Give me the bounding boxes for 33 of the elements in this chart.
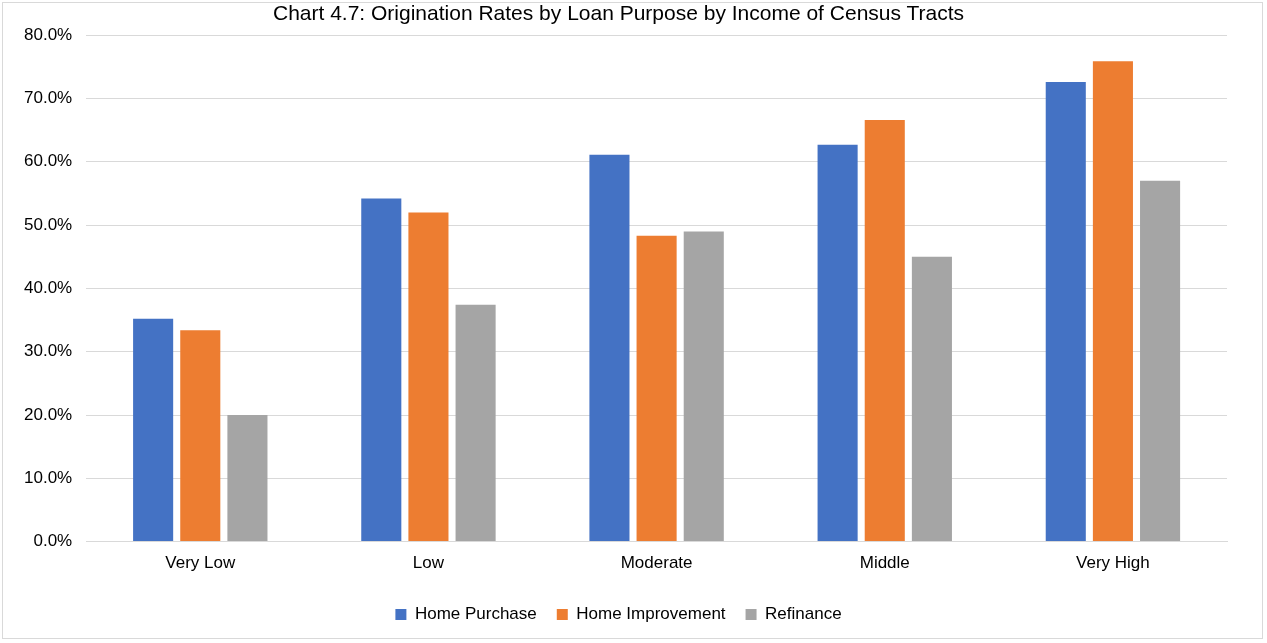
y-tick-label: 80.0% (24, 24, 73, 44)
y-tick-label: 70.0% (24, 88, 73, 108)
y-tick-label: 20.0% (24, 404, 73, 424)
bar (180, 330, 221, 542)
bar (683, 231, 724, 542)
bar (636, 235, 677, 542)
legend-label: Home Purchase (414, 604, 537, 624)
legend-label: Refinance (765, 604, 842, 624)
y-tick-label: 30.0% (24, 341, 73, 361)
chart-title: Chart 4.7: Origination Rates by Loan Purpose by Income of Census Tracts (272, 1, 965, 25)
bar (589, 154, 630, 542)
bar (1092, 61, 1133, 542)
bar (911, 256, 952, 542)
bar (408, 212, 449, 542)
x-tick-label: Very Low (165, 553, 236, 573)
bar (864, 120, 905, 542)
y-tick-label: 40.0% (24, 278, 73, 298)
bar (361, 198, 402, 542)
y-tick-label: 50.0% (24, 214, 73, 234)
bar (1045, 82, 1086, 542)
y-tick-label: 60.0% (24, 151, 73, 171)
y-tick-label: 0.0% (33, 531, 73, 551)
y-tick-label: 10.0% (24, 467, 73, 487)
bar (133, 318, 174, 542)
x-tick-label: Very High (1076, 553, 1150, 573)
legend-label: Home Improvement (576, 604, 726, 624)
bar (455, 304, 496, 542)
x-tick-label: Middle (859, 553, 910, 573)
x-tick-label: Low (412, 553, 445, 573)
bar (1140, 180, 1181, 542)
x-tick-label: Moderate (620, 553, 693, 573)
bar (817, 144, 858, 542)
bar (227, 415, 268, 542)
